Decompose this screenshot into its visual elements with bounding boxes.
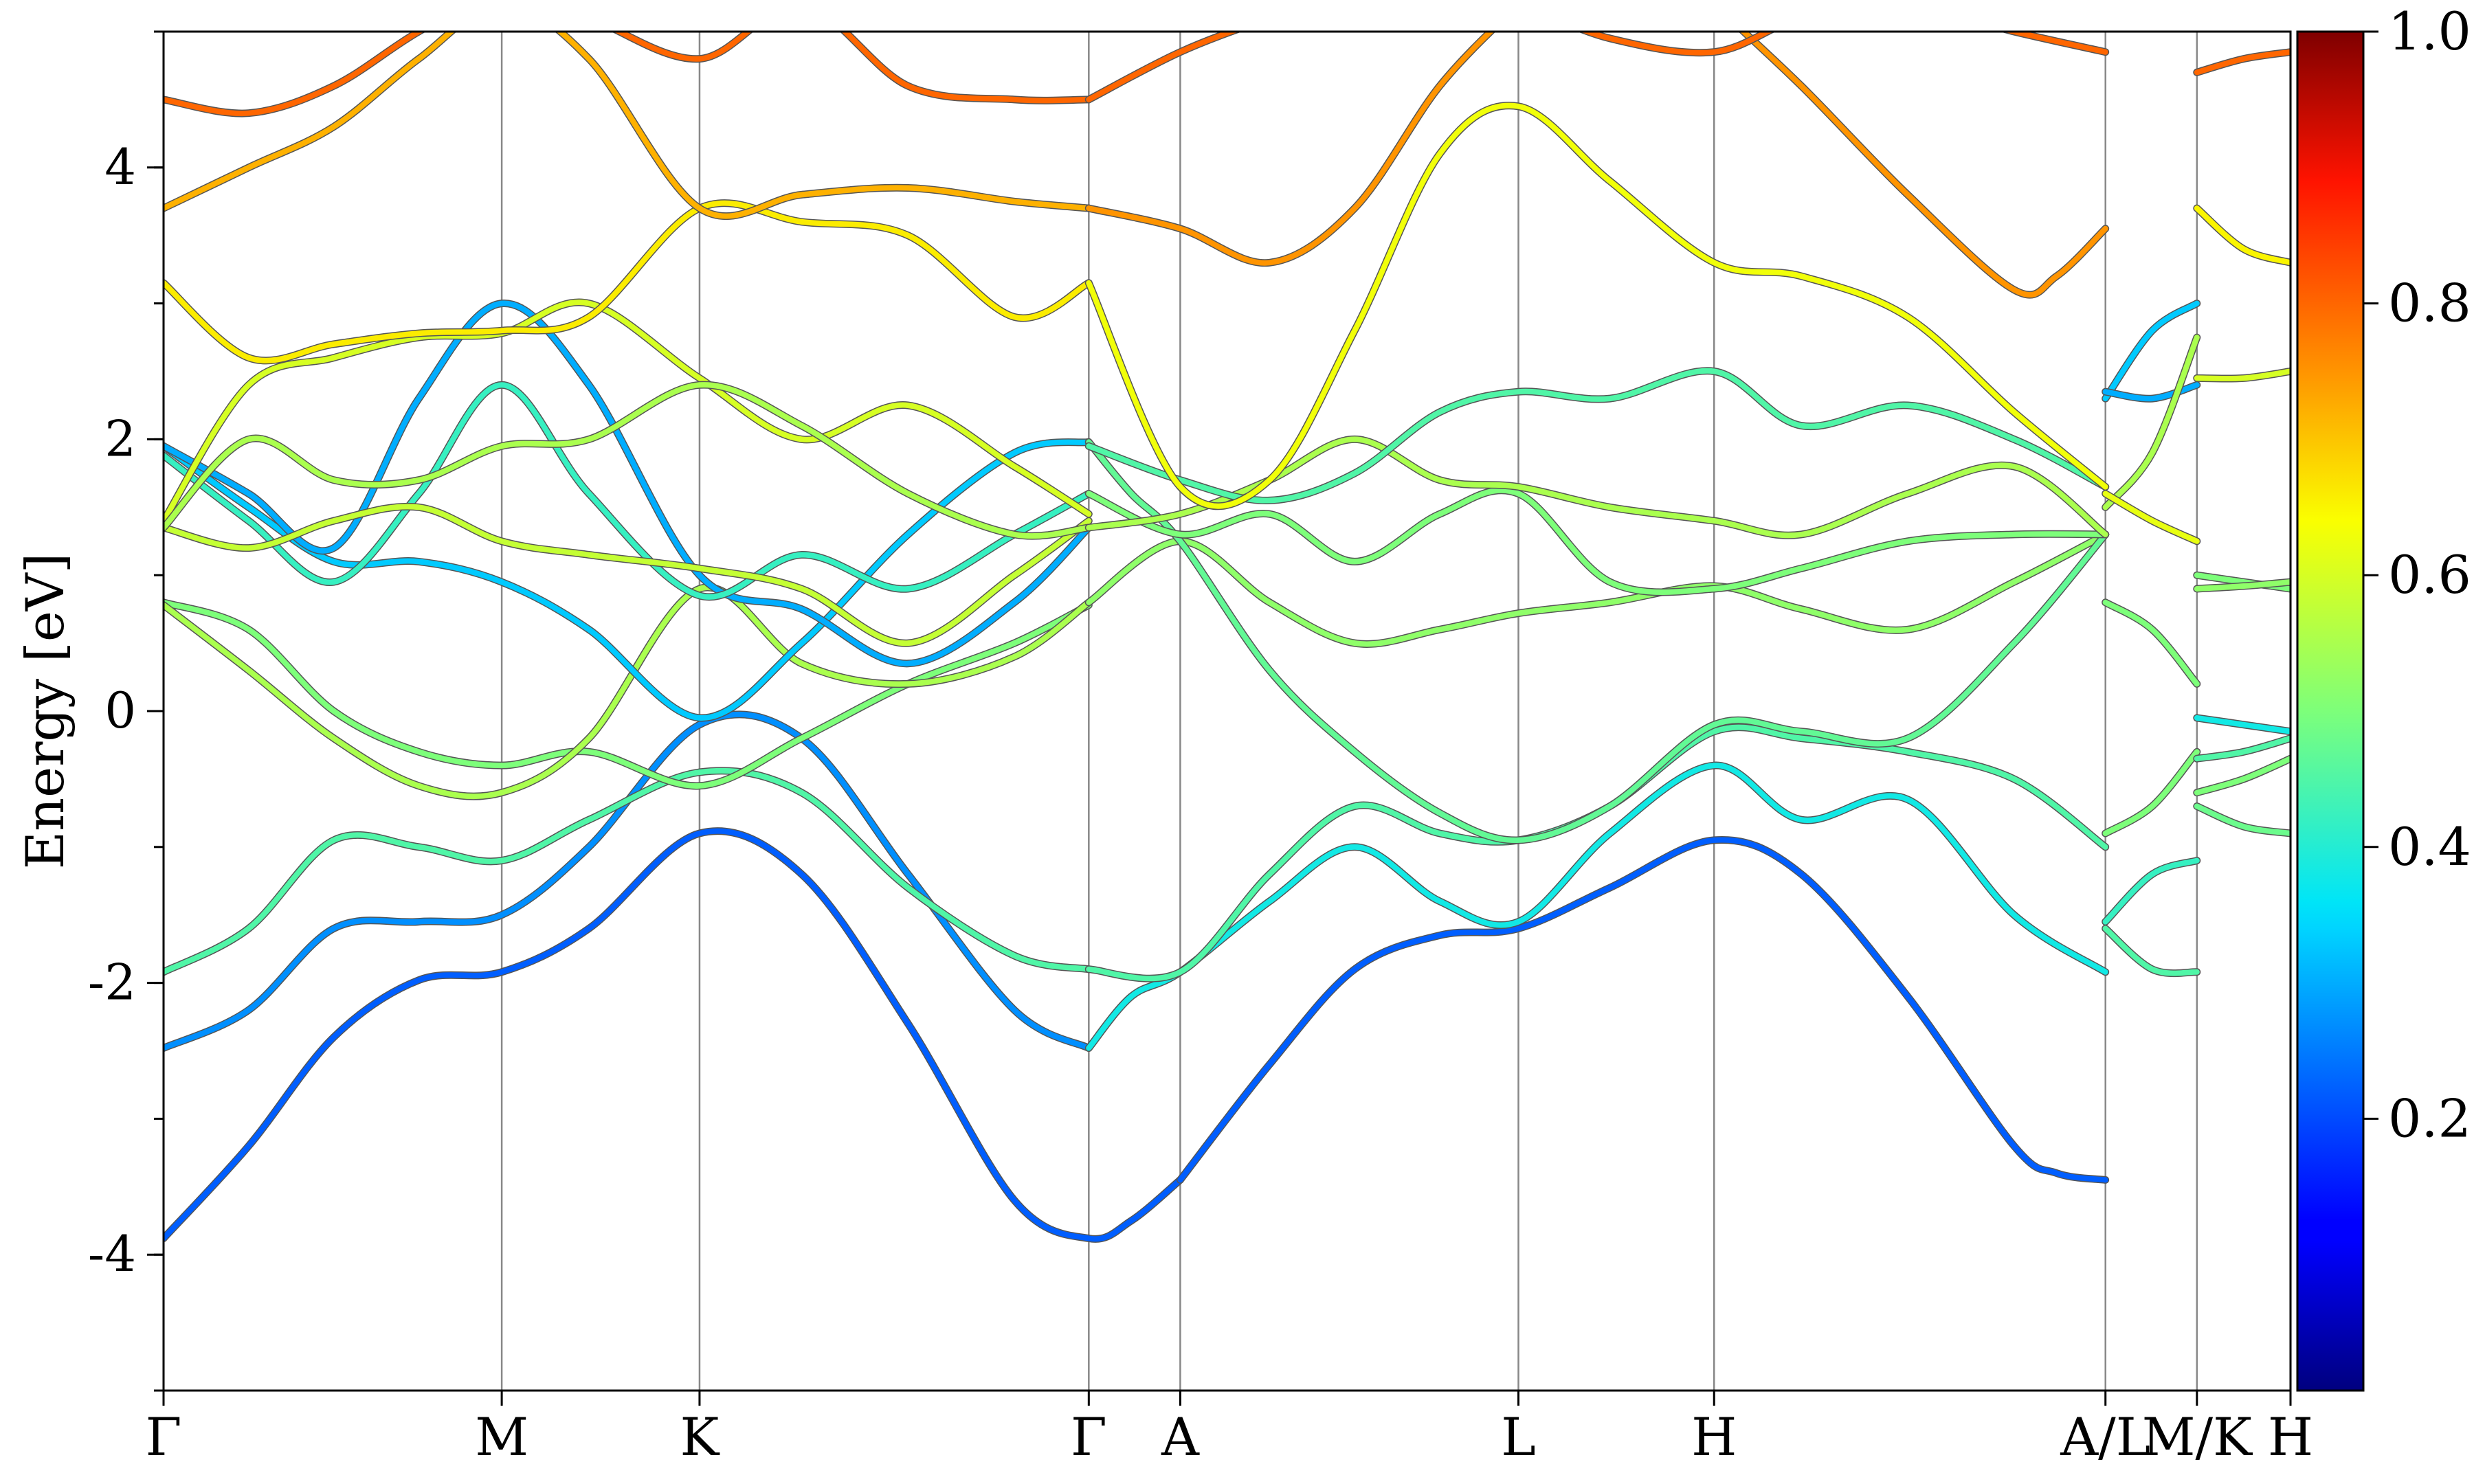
- band-line-33: [2102, 925, 2200, 976]
- colorbar: 0.2 0.4 0.6 0.8 1.0: [2296, 1, 2471, 1392]
- band-line-22: [1086, 32, 1495, 266]
- band-line-10: [1086, 439, 2108, 843]
- band-line-13: [1086, 487, 2108, 595]
- band-line-31: [2102, 749, 2200, 836]
- band-line-4: [164, 767, 1092, 975]
- band-line-36: [2194, 572, 2291, 592]
- band-line-39: [2194, 735, 2291, 762]
- x-tick-label: A: [1161, 1406, 1200, 1468]
- x-tick-label: H: [2268, 1406, 2313, 1468]
- band-line-32: [2102, 857, 2200, 925]
- band-line-18: [1086, 368, 2108, 504]
- band-line-0: [164, 828, 1183, 1242]
- band-line-6: [164, 599, 1092, 789]
- band-line-1: [1177, 837, 2108, 1183]
- band-line-20: [1086, 102, 2108, 509]
- band-line-8: [1086, 531, 2108, 647]
- colorbar-tick-label: 0.8: [2388, 273, 2471, 334]
- band-line-42: [2194, 49, 2291, 76]
- band-line-41: [2194, 803, 2291, 836]
- band-line-12: [164, 382, 1092, 600]
- band-line-40: [2194, 756, 2291, 796]
- band-line-30: [2102, 599, 2200, 687]
- plot-background: [164, 32, 2291, 1391]
- band-line-28: [2102, 335, 2200, 510]
- band-line-2: [164, 711, 1092, 1051]
- y-tick-label: 0: [104, 682, 136, 739]
- band-line-14: [164, 504, 1092, 647]
- x-axis-ticks: Γ M K Γ A L H A/LM/K H: [146, 1391, 2313, 1468]
- x-tick-label: H: [1691, 1406, 1737, 1468]
- x-tick-label: L: [1501, 1406, 1535, 1468]
- y-tick-label: 4: [104, 138, 136, 196]
- band-line-7: [164, 584, 1092, 800]
- band-line-38: [2194, 715, 2291, 734]
- x-tick-label: M/K: [2142, 1406, 2253, 1468]
- colorbar-gradient: [2296, 30, 2365, 1392]
- band-line-27: [2102, 382, 2200, 402]
- band-line-19: [164, 200, 1092, 363]
- y-tick-label: -4: [88, 1225, 136, 1283]
- colorbar-tick-label: 0.6: [2388, 544, 2471, 605]
- colorbar-tick-label: 0.4: [2388, 816, 2471, 877]
- y-tick-label: 2: [104, 409, 136, 467]
- band-line-11: [164, 300, 1092, 666]
- colorbar-ticks: 0.2 0.4 0.6 0.8 1.0: [2363, 1, 2471, 1149]
- x-tick-label: Γ: [1071, 1406, 1107, 1468]
- x-tick-label: Γ: [146, 1406, 182, 1468]
- band-line-23: [1739, 32, 2108, 298]
- kpoint-lines: [500, 32, 2198, 1391]
- band-lines: [164, 32, 2291, 1243]
- band-line-34: [2194, 205, 2291, 266]
- y-axis-ticks: -4 -2 0 2 4: [88, 30, 164, 1392]
- band-line-37: [2194, 579, 2291, 592]
- band-line-24: [164, 32, 1092, 117]
- band-line-29: [2102, 491, 2200, 544]
- band-line-26: [2102, 300, 2200, 402]
- colorbar-tick-label: 1.0: [2388, 1, 2471, 62]
- y-axis-label: Energy [eV]: [14, 553, 76, 870]
- colorbar-tick-label: 0.2: [2388, 1088, 2471, 1149]
- x-tick-label: A/L: [2060, 1406, 2150, 1468]
- band-line-15: [164, 300, 1092, 524]
- y-tick-label: -2: [88, 954, 136, 1011]
- x-tick-label: M: [475, 1406, 528, 1468]
- band-line-16: [164, 382, 1092, 539]
- band-line-35: [2194, 368, 2291, 382]
- band-line-21: [164, 32, 1092, 219]
- x-tick-label: K: [680, 1406, 720, 1468]
